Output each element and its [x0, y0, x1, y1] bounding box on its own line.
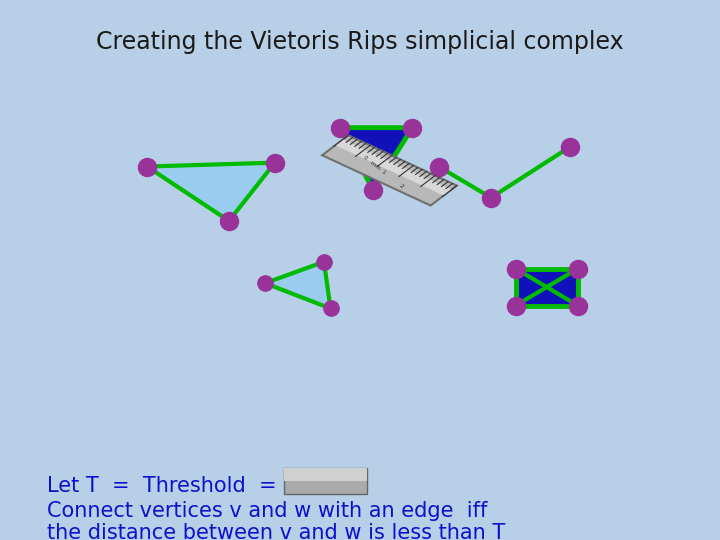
Text: Let T  =  Threshold  =: Let T = Threshold =	[47, 476, 276, 496]
Polygon shape	[265, 262, 330, 308]
Bar	[322, 136, 456, 206]
Polygon shape	[341, 127, 413, 190]
Text: Connect vertices v and w with an edge  iff: Connect vertices v and w with an edge if…	[47, 501, 487, 521]
Text: Creating the Vietoris Rips simplicial complex: Creating the Vietoris Rips simplicial co…	[96, 30, 624, 53]
Polygon shape	[516, 268, 578, 306]
Text: the distance between v and w is less than T: the distance between v and w is less tha…	[47, 523, 505, 540]
Bar	[336, 139, 451, 195]
Polygon shape	[147, 163, 275, 221]
Text: 0   mm  1        2: 0 mm 1 2	[292, 484, 336, 489]
Text: 0   mm  1           2: 0 mm 1 2	[362, 155, 404, 190]
